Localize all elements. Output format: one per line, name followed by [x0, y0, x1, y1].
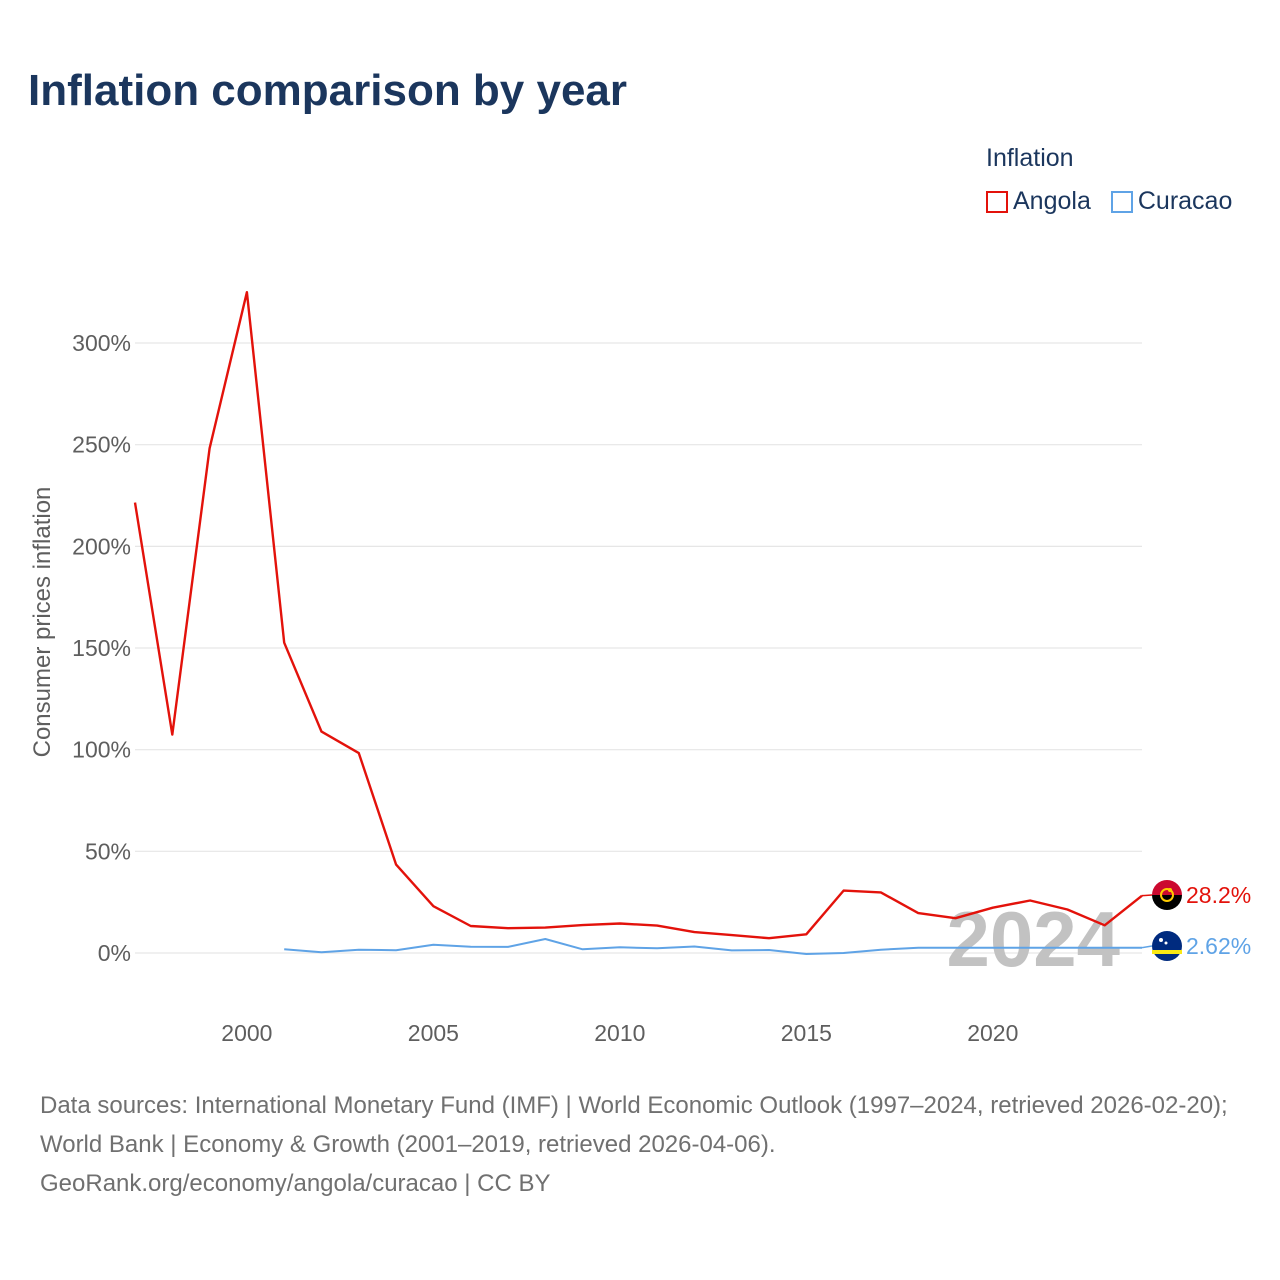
year-watermark: 2024: [946, 895, 1120, 983]
y-axis-label: Consumer prices inflation: [29, 487, 56, 758]
legend-item-angola[interactable]: Angola: [986, 187, 1091, 216]
legend-label-curacao: Curacao: [1137, 187, 1233, 215]
footer-sources: Data sources: International Monetary Fun…: [40, 1092, 1228, 1158]
angola-flag-icon: [1152, 880, 1182, 910]
x-tick-label: 2005: [408, 1020, 459, 1046]
y-tick-label: 100%: [72, 737, 131, 763]
footer-credit[interactable]: GeoRank.org/economy/angola/curacao | CC …: [40, 1170, 551, 1197]
y-tick-label: 150%: [72, 635, 131, 661]
y-tick-label: 250%: [72, 432, 131, 458]
legend-swatch-curacao: [1110, 190, 1133, 213]
end-connector: [1141, 894, 1153, 897]
x-tick-label: 2010: [594, 1020, 645, 1046]
footer: Data sources: International Monetary Fun…: [40, 1086, 1250, 1203]
y-tick-label: 0%: [98, 940, 131, 966]
chart-title: Inflation comparison by year: [28, 66, 628, 115]
series-line-angola: [133, 291, 1143, 940]
legend: Inflation Angola Curacao: [986, 144, 1232, 216]
curacao-flag-icon: [1152, 931, 1182, 961]
line-chart: 0% 50% 100% 150% 200% 250% 300% 2000 2005 2010 20…: [29, 291, 1251, 1046]
legend-swatch-angola: [986, 190, 1008, 213]
end-value-label-curacao: 2.62%: [1186, 933, 1251, 959]
series-line-curacao: [284, 938, 1142, 955]
legend-label-angola: Angola: [1013, 187, 1091, 215]
legend-title: Inflation: [986, 144, 1074, 172]
y-tick-label: 200%: [72, 533, 131, 559]
legend-item-curacao[interactable]: Curacao: [1110, 187, 1233, 216]
end-value-label-angola: 28.2%: [1186, 882, 1251, 908]
x-tick-label: 2015: [781, 1020, 832, 1046]
y-tick-label: 50%: [85, 838, 131, 864]
y-tick-label: 300%: [72, 330, 131, 356]
x-tick-label: 2020: [967, 1020, 1018, 1046]
x-tick-label: 2000: [221, 1020, 272, 1046]
end-connector: [1141, 945, 1153, 949]
